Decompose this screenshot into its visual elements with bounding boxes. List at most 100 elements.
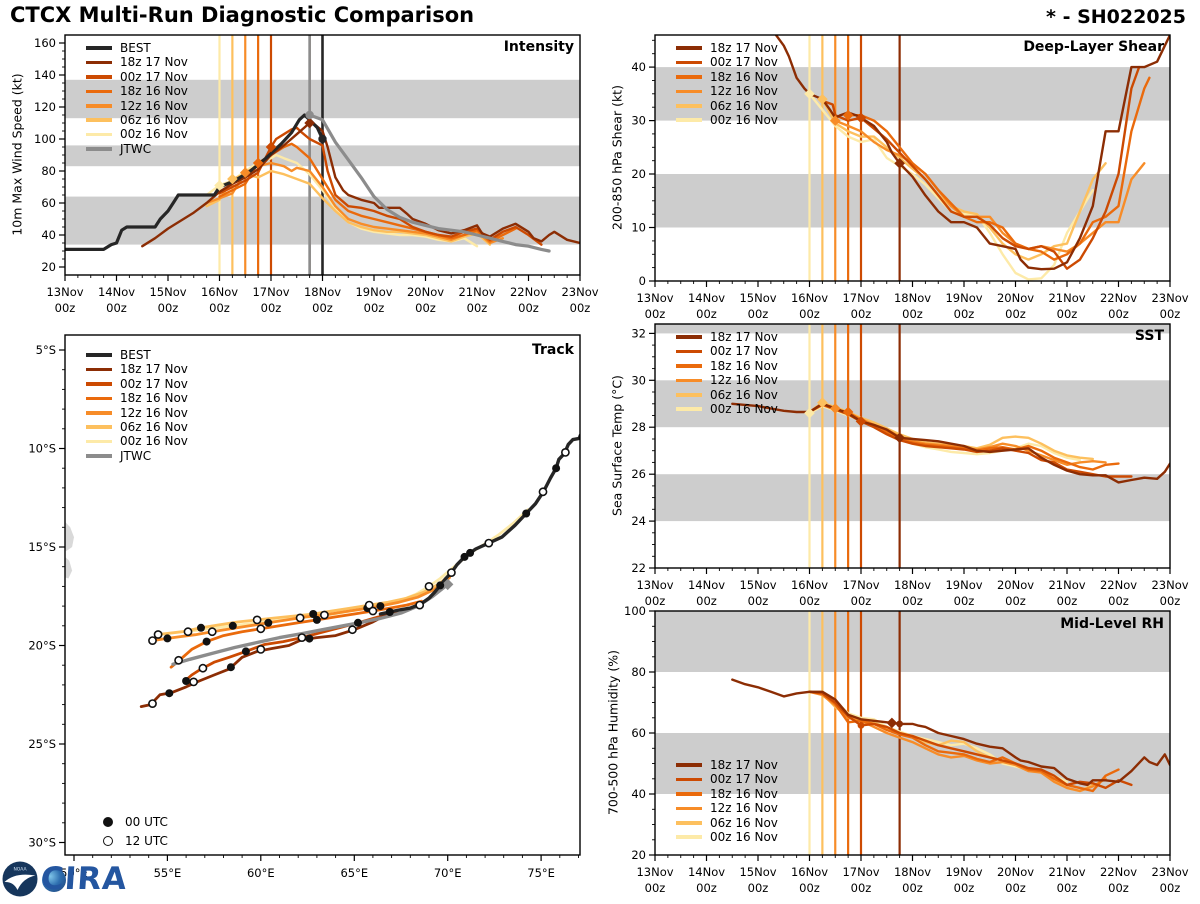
- position-marker-12utc: [189, 677, 198, 687]
- x-tick-label: 23Nov: [1151, 291, 1188, 305]
- legend-entry: 18z 17 Nov: [86, 362, 188, 376]
- x-tick-sublabel: 00z: [1005, 307, 1026, 321]
- legend-label: JTWC: [120, 141, 152, 156]
- x-tick-sublabel: 00z: [518, 301, 539, 315]
- x-tick-sublabel: 00z: [467, 301, 488, 315]
- intensity-y-axis-label: 10m Max Wind Speed (kt): [9, 73, 25, 236]
- x-tick-sublabel: 00z: [312, 301, 333, 315]
- legend-label: 18z 17 Nov: [710, 41, 778, 55]
- legend-label: 00z 17 Nov: [120, 376, 188, 391]
- y-tick-label: 26: [631, 467, 646, 481]
- x-tick-sublabel: 00z: [645, 594, 666, 608]
- init-marker: [842, 109, 854, 121]
- y-tick-label: 30: [631, 373, 646, 387]
- legend-swatch: [676, 364, 702, 368]
- legend-label: 18z 17 Nov: [120, 362, 188, 377]
- x-tick-sublabel: 00z: [799, 881, 820, 895]
- position-marker-12utc: [148, 699, 157, 708]
- legend-label: 12z 16 Nov: [120, 405, 188, 420]
- x-tick-sublabel: 00z: [261, 301, 282, 315]
- x-tick-sublabel: 00z: [696, 881, 717, 895]
- legend-label: 00z 17 Nov: [710, 772, 778, 787]
- x-tick-sublabel: 00z: [1108, 881, 1129, 895]
- legend-entry: 06z 16 Nov: [86, 420, 188, 434]
- legend-swatch: [86, 132, 112, 137]
- x-tick-label: 18Nov: [304, 285, 341, 299]
- x-tick-label: 15Nov: [739, 578, 776, 592]
- position-marker-12utc: [256, 624, 266, 634]
- legend-swatch: [86, 103, 112, 108]
- legend-entry: 12z 16 Nov: [86, 99, 188, 113]
- x-tick-label: 19Nov: [945, 578, 982, 592]
- legend-entry: 18z 16 Nov: [676, 359, 778, 373]
- lat-tick-label: 20°S: [28, 639, 56, 653]
- x-tick-label: 17Nov: [842, 865, 879, 879]
- legend-entry: 18z 17 Nov: [676, 758, 778, 772]
- series-18z-17-Nov: [774, 35, 1170, 271]
- x-tick-sublabel: 00z: [1160, 307, 1181, 321]
- series-JTWC: [308, 113, 551, 253]
- storm-id-label: * - SH022025: [1046, 6, 1186, 28]
- legend-label: 06z 16 Nov: [710, 98, 778, 113]
- legend-entry: 18z 17 Nov: [86, 55, 188, 69]
- legend-swatch: [676, 763, 702, 767]
- sst-y-axis-label: Sea Surface Temp (°C): [609, 375, 625, 516]
- legend-swatch: [676, 407, 702, 411]
- sst-legend: 18z 17 Nov 00z 17 Nov 18z 16 Nov 12z 16 Nov…: [676, 330, 778, 416]
- x-tick-sublabel: 00z: [748, 307, 769, 321]
- track-panel-title: Track: [532, 342, 574, 358]
- legend-label: 18z 16 Nov: [120, 84, 188, 99]
- utc-legend-entry: 00 UTC: [103, 812, 168, 831]
- x-tick-label: 23Nov: [1151, 865, 1188, 879]
- legend-label: 00z 17 Nov: [710, 55, 778, 70]
- y-tick-label: 30: [631, 114, 646, 128]
- x-tick-label: 22Nov: [1100, 291, 1137, 305]
- legend-swatch: [86, 382, 112, 386]
- x-tick-sublabel: 00z: [799, 594, 820, 608]
- x-tick-sublabel: 00z: [645, 881, 666, 895]
- lat-tick-label: 15°S: [28, 540, 56, 554]
- legend-label: 12z 16 Nov: [120, 98, 188, 113]
- x-tick-label: 18Nov: [894, 291, 931, 305]
- category-band: [655, 474, 1170, 522]
- legend-entry: 18z 16 Nov: [676, 70, 778, 84]
- position-marker-12utc: [153, 630, 163, 639]
- utc-legend-entry: 12 UTC: [103, 831, 168, 850]
- x-tick-label: 20Nov: [407, 285, 444, 299]
- legend-entry: 18z 16 Nov: [676, 787, 778, 801]
- series-BEST: [65, 113, 325, 251]
- x-tick-sublabel: 00z: [696, 594, 717, 608]
- noaa-logo-icon: NOAA: [2, 861, 38, 897]
- position-marker-12utc: [347, 625, 357, 635]
- legend-entry: 00z 17 Nov: [86, 70, 188, 84]
- series-endpoint-marker: [318, 134, 327, 144]
- legend-swatch: [86, 454, 112, 458]
- x-tick-label: 18Nov: [894, 578, 931, 592]
- legend-entry: 06z 16 Nov: [676, 99, 778, 113]
- init-marker: [804, 88, 815, 100]
- y-tick-label: 100: [624, 604, 646, 618]
- category-band: [655, 324, 1170, 334]
- init-marker: [239, 167, 251, 178]
- position-marker-12utc: [198, 663, 208, 673]
- legend-label: 00z 17 Nov: [710, 344, 778, 359]
- init-marker: [894, 158, 905, 169]
- position-marker-00utc: [305, 634, 314, 643]
- legend-entry: 00z 16 Nov: [676, 113, 778, 127]
- x-tick-label: 22Nov: [510, 285, 547, 299]
- y-tick-label: 80: [631, 665, 646, 679]
- x-tick-label: 14Nov: [688, 291, 725, 305]
- init-marker: [227, 173, 238, 185]
- y-tick-label: 20: [41, 260, 56, 274]
- x-tick-label: 17Nov: [842, 291, 879, 305]
- x-tick-label: 20Nov: [997, 865, 1034, 879]
- legend-label: 18z 17 Nov: [710, 758, 778, 772]
- legend-swatch: [86, 396, 112, 401]
- legend-swatch: [676, 103, 702, 108]
- position-marker-00utc: [241, 647, 250, 656]
- x-tick-sublabel: 00z: [1057, 881, 1078, 895]
- position-marker-12utc: [297, 633, 307, 642]
- legend-swatch: [676, 835, 702, 839]
- x-tick-label: 16Nov: [791, 291, 828, 305]
